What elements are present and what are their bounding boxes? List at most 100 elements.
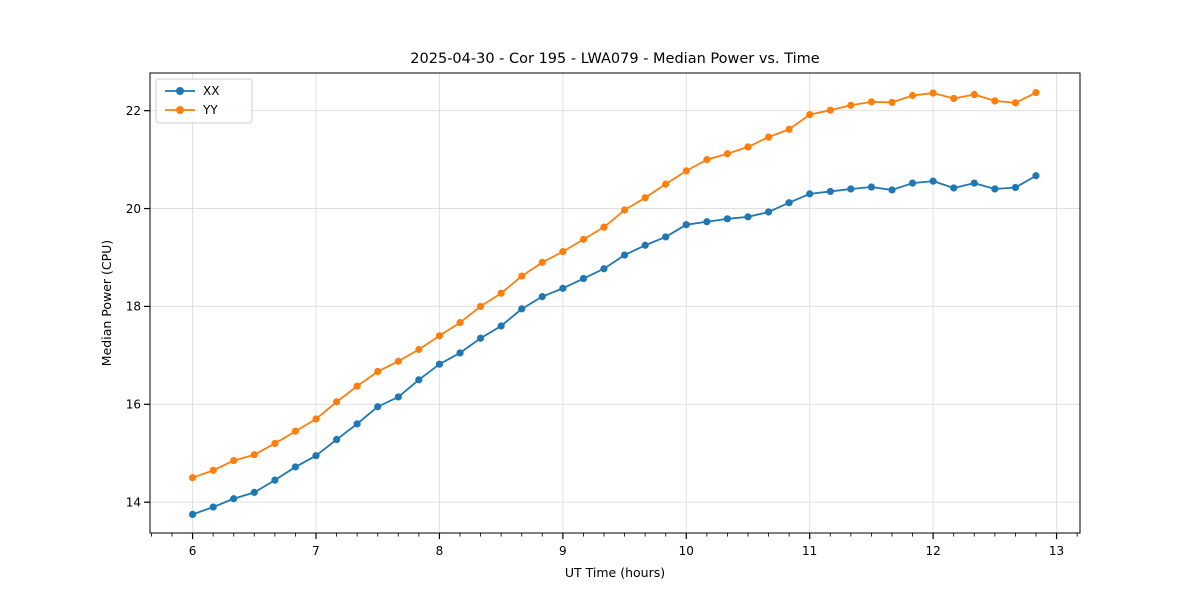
series-xx-line — [191, 174, 1037, 516]
y-tick-label: 18 — [126, 300, 141, 314]
series-yy-point — [867, 98, 876, 106]
series-yy-point — [888, 98, 896, 106]
series-yy-point — [847, 101, 855, 109]
series-yy-point — [271, 439, 279, 448]
series-xx-point — [230, 495, 238, 503]
series-yy-point — [415, 345, 423, 354]
series-xx-point — [250, 488, 258, 496]
x-tick-label: 11 — [802, 544, 817, 558]
plot-border — [149, 72, 1081, 534]
y-tick-label: 16 — [126, 397, 141, 411]
series-xx-point — [353, 420, 361, 428]
series-yy-point — [559, 248, 567, 256]
series-yy-point — [230, 456, 238, 465]
series-xx-point — [518, 305, 526, 313]
series-yy-point — [765, 133, 773, 141]
series-yy-point — [394, 357, 402, 365]
series-xx-point — [826, 187, 834, 196]
y-tick-label: 22 — [126, 104, 141, 118]
series-yy-point — [333, 398, 341, 406]
series-xx-point — [579, 274, 588, 283]
series-yy-point — [641, 194, 649, 202]
series-yy-point — [476, 302, 485, 311]
series-xx-point — [435, 360, 444, 368]
y-tick-label: 14 — [126, 495, 141, 509]
x-tick-label: 12 — [925, 544, 940, 558]
legend-sample-marker — [176, 87, 184, 95]
x-tick-label: 7 — [312, 544, 320, 558]
chart-title: 2025-04-30 - Cor 195 - LWA079 - Median P… — [410, 51, 819, 67]
series-xx-point — [785, 199, 793, 207]
series-xx-point — [333, 435, 341, 444]
series-yy-point — [312, 415, 320, 423]
series-xx-point — [847, 185, 855, 193]
series-yy-point — [662, 180, 670, 188]
series-xx-point — [867, 183, 876, 191]
y-tick-label: 20 — [126, 202, 141, 216]
series-yy-point — [991, 97, 999, 105]
series-yy-point — [518, 272, 526, 280]
grid-layer — [150, 73, 1080, 533]
x-axis-label: UT Time (hours) — [565, 565, 665, 580]
series-yy-point — [456, 318, 464, 327]
series-yy-point — [785, 125, 793, 133]
series-xx-point — [600, 265, 608, 273]
series-yy-point — [929, 89, 937, 97]
series-yy-point — [497, 289, 505, 297]
tick-layer: 6 7 8 9 10 11 12 13 14 16 18 20 22 — [126, 104, 1078, 558]
series-xx-point — [723, 215, 731, 223]
series-xx-point — [394, 393, 402, 401]
series-yy-point — [806, 110, 814, 119]
series-yy-line — [191, 91, 1037, 479]
legend: XX YY — [155, 78, 253, 124]
series-xx-point — [415, 376, 423, 384]
series-xx-point — [950, 184, 958, 192]
series-xx-point — [374, 403, 382, 411]
series-yy-point — [826, 106, 834, 114]
series-xx-point — [908, 179, 917, 187]
series-xx-point — [1032, 172, 1040, 180]
x-tick-label: 13 — [1049, 544, 1064, 558]
y-axis-label: Median Power (CPU) — [99, 240, 114, 366]
series-xx-point — [456, 349, 464, 357]
series-yy-point — [538, 258, 546, 266]
series-yy-point — [435, 332, 444, 340]
series-yy-point — [374, 367, 382, 376]
series-yy-point — [744, 143, 752, 151]
x-tick-label: 9 — [559, 544, 567, 558]
series-xx-point — [497, 322, 505, 330]
series-yy-point — [579, 235, 588, 243]
series-yy-point — [682, 167, 690, 175]
series-xx-point — [641, 241, 649, 249]
series-yy-point — [703, 156, 711, 164]
series-xx-point — [1011, 183, 1020, 192]
series-xx-point — [744, 213, 752, 221]
series-xx-point — [476, 334, 485, 342]
series-xx-point — [682, 221, 690, 229]
series-xx-point — [209, 503, 217, 511]
legend-label: XX — [203, 84, 219, 98]
x-tick-label: 10 — [679, 544, 694, 558]
series-yy-point — [1011, 99, 1020, 107]
series-xx-point — [929, 177, 937, 185]
series-yy-point — [1032, 88, 1040, 97]
series-yy-point — [600, 223, 608, 231]
series-yy-point — [250, 451, 258, 459]
series-xx-point — [970, 179, 978, 187]
series-yy-point — [950, 94, 958, 103]
series-xx-point — [662, 233, 670, 241]
series-xx-point — [991, 185, 999, 193]
series-xx-point — [559, 284, 567, 292]
x-tick-label: 6 — [189, 544, 197, 558]
series-xx-point — [620, 251, 629, 259]
series-yy-point — [723, 150, 731, 158]
series-xx-point — [188, 510, 197, 519]
series-xx-point — [291, 463, 299, 471]
legend-sample-marker — [176, 106, 184, 114]
series-yy-point — [620, 206, 629, 214]
series-xx-point — [888, 186, 896, 194]
series-xx-point — [806, 190, 814, 198]
legend-label: YY — [202, 103, 218, 117]
